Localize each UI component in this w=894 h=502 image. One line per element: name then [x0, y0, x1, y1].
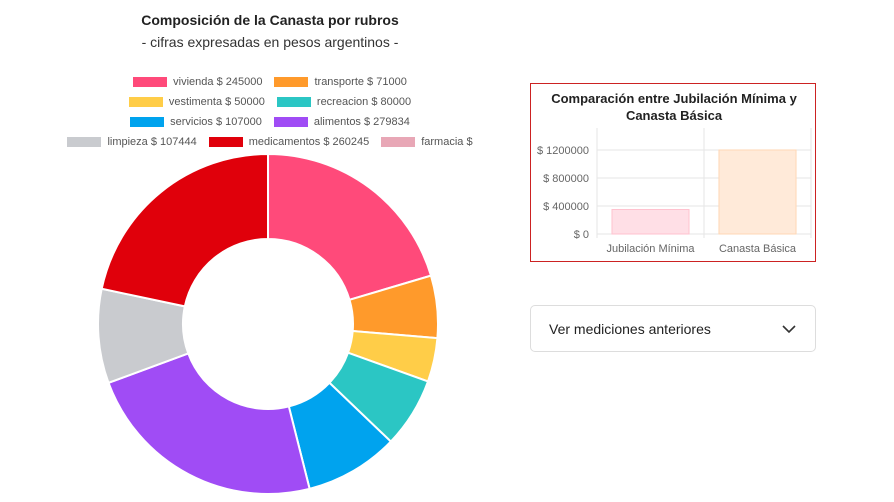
legend-label: transporte $ 71000: [314, 76, 407, 88]
legend-label: vestimenta $ 50000: [168, 96, 265, 108]
legend-swatch: [133, 77, 168, 87]
y-tick-label: $ 0: [574, 229, 589, 241]
legend-item-medicamentos[interactable]: medicamentos $ 260245: [208, 136, 370, 148]
legend-label: medicamentos $ 260245: [248, 136, 370, 148]
legend-label: alimentos $ 279834: [313, 116, 410, 128]
bar-1: [718, 149, 797, 235]
chevron-down-icon: [782, 324, 796, 333]
legend-label: limpieza $ 107444: [107, 136, 197, 148]
comparison-card: Comparación entre Jubilación Mínima y Ca…: [530, 83, 816, 262]
legend-item-recreacion[interactable]: recreacion $ 80000: [276, 96, 412, 108]
legend-swatch: [381, 137, 416, 147]
legend-item-limpieza[interactable]: limpieza $ 107444: [67, 136, 197, 148]
legend-row: vestimenta $ 50000 recreacion $ 80000: [0, 92, 540, 112]
legend-item-transporte[interactable]: transporte $ 71000: [274, 76, 407, 88]
legend-swatch: [130, 117, 165, 127]
donut-chart: [97, 152, 439, 495]
accordion-label: Ver mediciones anteriores: [549, 320, 711, 337]
legend-item-servicios[interactable]: servicios $ 107000: [130, 116, 262, 128]
legend-row: servicios $ 107000 alimentos $ 279834: [0, 112, 540, 132]
legend-swatch: [67, 137, 102, 147]
legend-swatch: [274, 77, 309, 87]
legend-item-farmacia[interactable]: farmacia $: [381, 136, 473, 148]
canasta-composition-panel: Composición de la Canasta por rubros - c…: [0, 12, 540, 495]
donut-chart-title: Composición de la Canasta por rubros: [141, 12, 399, 28]
legend-item-alimentos[interactable]: alimentos $ 279834: [273, 116, 410, 128]
legend-item-vestimenta[interactable]: vestimenta $ 50000: [128, 96, 265, 108]
y-tick-label: $ 1200000: [537, 145, 589, 157]
donut-slice-vivienda: [267, 152, 433, 302]
donut-slice-alimentos: [107, 352, 311, 495]
bar-chart-title: Comparación entre Jubilación Mínima y Ca…: [551, 91, 797, 123]
legend-swatch: [273, 117, 308, 127]
donut-chart-subtitle: - cifras expresadas en pesos argentinos …: [141, 34, 399, 50]
bar-0: [611, 209, 690, 235]
donut-legend: vivienda $ 245000 transporte $ 71000 vesti…: [0, 72, 540, 152]
bar-chart: $ 0 $ 400000 $ 800000 $ 1200000 Jubilación M…: [537, 128, 812, 255]
legend-item-vivienda[interactable]: vivienda $ 245000: [133, 76, 262, 88]
legend-label: farmacia $: [421, 136, 473, 148]
x-tick-label: Canasta Básica: [719, 243, 797, 255]
legend-row: limpieza $ 107444 medicamentos $ 260245 fa…: [0, 132, 540, 152]
y-tick-label: $ 400000: [543, 201, 589, 213]
legend-label: servicios $ 107000: [170, 116, 262, 128]
donut-slice-medicamentos: [100, 152, 269, 308]
legend-swatch: [276, 97, 311, 107]
legend-swatch: [128, 97, 163, 107]
legend-row: vivienda $ 245000 transporte $ 71000: [0, 72, 540, 92]
legend-label: recreacion $ 80000: [316, 96, 412, 108]
previous-measurements-accordion[interactable]: Ver mediciones anteriores: [530, 305, 816, 352]
x-tick-label: Jubilación Mínima: [606, 243, 695, 255]
legend-label: vivienda $ 245000: [173, 76, 263, 88]
legend-swatch: [208, 137, 243, 147]
y-tick-label: $ 800000: [543, 173, 589, 185]
